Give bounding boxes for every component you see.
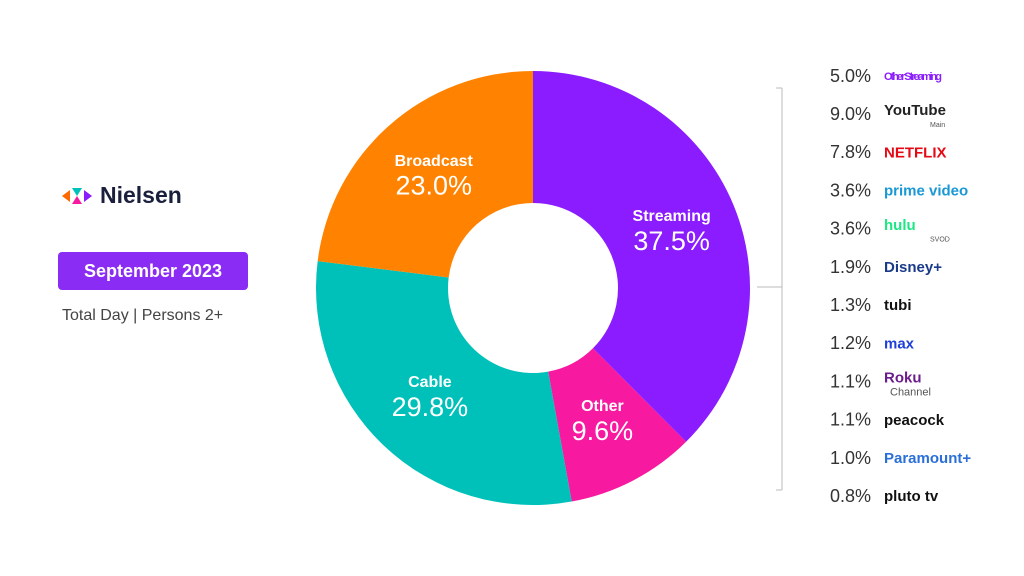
breakdown-value: 0.8% (830, 486, 871, 506)
breakdown-value: 1.2% (830, 333, 871, 353)
service-name: pluto tv (884, 488, 939, 505)
segment-value: 23.0% (395, 171, 472, 201)
breakdown-value: 3.6% (830, 180, 871, 200)
service-name: prime video (884, 183, 968, 200)
breakdown-value: 7.8% (830, 142, 871, 162)
service-name: Paramount+ (884, 450, 971, 467)
segment-value: 9.6% (572, 416, 634, 446)
segment-label: Broadcast (395, 153, 474, 170)
breakdown-value: 1.9% (830, 257, 871, 277)
breakdown-value: 3.6% (830, 219, 871, 239)
donut-segment (548, 348, 687, 502)
service-name: NETFLIX (884, 144, 947, 161)
segment-value: 29.8% (392, 392, 469, 422)
service-name: max (884, 335, 915, 352)
breakdown-value: 1.0% (830, 448, 871, 468)
breakdown-value: 5.0% (830, 66, 871, 86)
brand: Nielsen (100, 182, 182, 208)
service-name: tubi (884, 297, 912, 314)
service-name: Roku (884, 370, 922, 387)
chart-subtitle: Total Day | Persons 2+ (62, 307, 223, 324)
segment-label: Streaming (633, 208, 711, 225)
title-badge (58, 252, 248, 290)
breakdown-value: 9.0% (830, 104, 871, 124)
service-sub: SVOD (930, 237, 950, 244)
breakdown-value: 1.3% (830, 295, 871, 315)
segment-label: Other (581, 398, 624, 415)
segment-label: Cable (408, 374, 452, 391)
service-name: hulu (884, 217, 916, 234)
logo-icon (62, 188, 92, 204)
service-sub: Main (930, 122, 945, 129)
service-name: YouTube (884, 102, 946, 119)
chart-title: September 2023 (84, 261, 222, 281)
service-name: Disney+ (884, 259, 942, 276)
service-name: peacock (884, 412, 945, 429)
donut-segment (317, 71, 533, 278)
service-name: Other Streaming (884, 71, 942, 83)
bracket (757, 87, 783, 491)
service-sub: Channel (890, 387, 931, 399)
breakdown-value: 1.1% (830, 410, 871, 430)
breakdown-value: 1.1% (830, 371, 871, 391)
segment-value: 37.5% (633, 226, 710, 256)
donut-segment (315, 261, 572, 506)
donut-segment (533, 71, 750, 442)
